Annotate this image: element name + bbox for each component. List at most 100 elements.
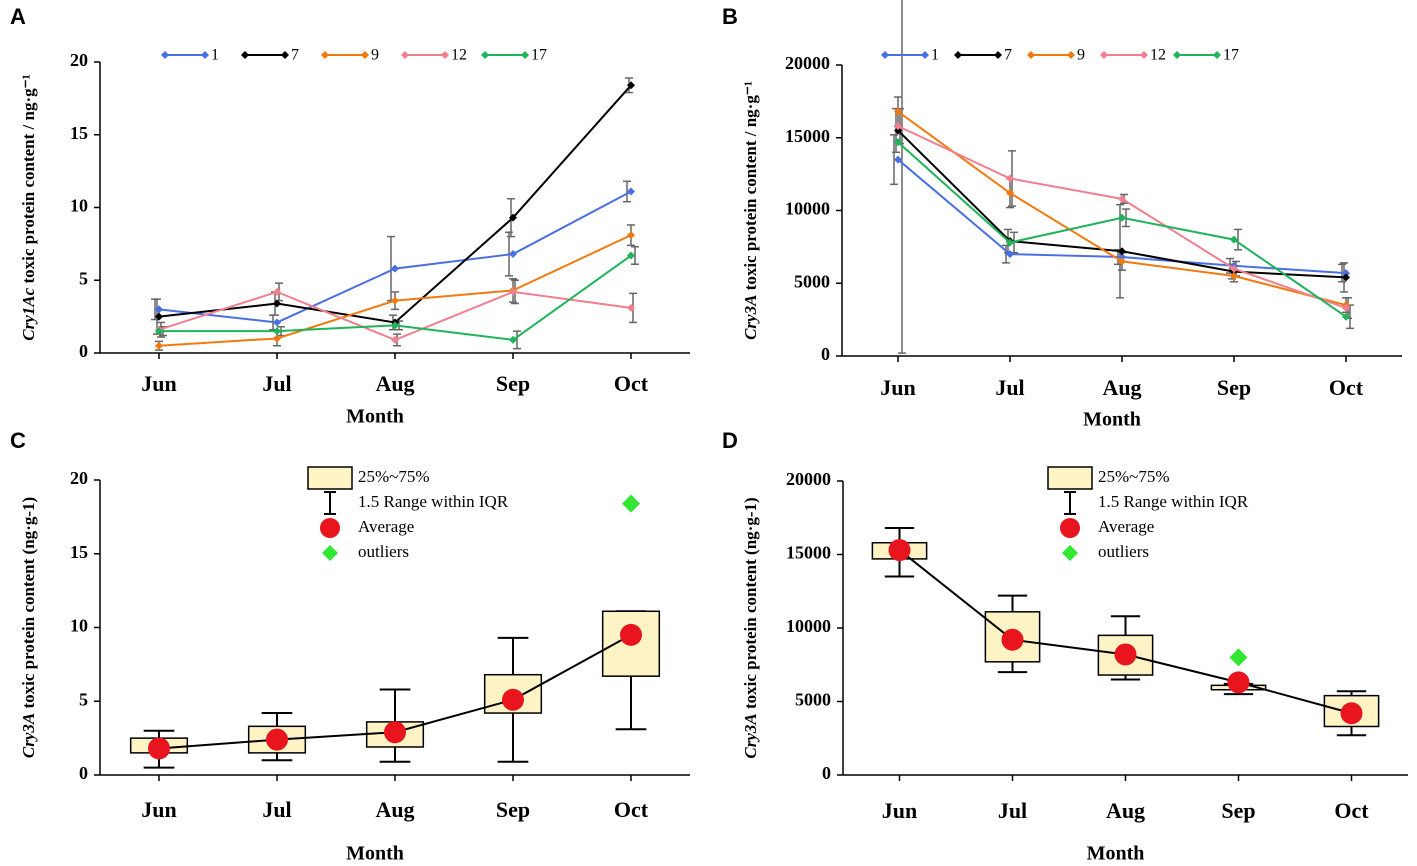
legend-marker — [161, 51, 169, 59]
y-tick-label: 10 — [70, 196, 88, 216]
y-tick-label: 5 — [79, 689, 88, 709]
point — [1342, 303, 1350, 312]
legend-label: 12 — [1150, 47, 1166, 64]
legend-marker — [921, 51, 929, 59]
y-tick-label: 0 — [79, 763, 88, 783]
x-tick-label: Oct — [614, 371, 649, 396]
x-tick-label: Oct — [1329, 375, 1364, 400]
point — [1230, 271, 1238, 280]
point — [1118, 194, 1126, 203]
y-tick-label: 5000 — [794, 271, 830, 291]
point — [1118, 213, 1126, 222]
point — [155, 312, 163, 321]
y-tick-label: 20 — [70, 50, 88, 70]
y-tick-label: 0 — [822, 763, 831, 783]
panel-label: B — [722, 4, 738, 29]
legend-mean — [320, 518, 340, 538]
legend-label: 1 — [211, 47, 219, 64]
point — [155, 305, 163, 314]
x-tick-label: Jul — [998, 798, 1027, 823]
y-tick-label: 0 — [79, 341, 88, 361]
point — [1006, 250, 1014, 259]
outlier — [622, 494, 640, 513]
point — [155, 327, 163, 336]
legend-marker — [401, 51, 409, 59]
point — [627, 187, 635, 196]
legend-label: outliers — [358, 542, 409, 561]
legend-outlier — [322, 545, 338, 561]
legend-label: 1 — [931, 47, 939, 64]
point — [273, 318, 281, 327]
legend-box — [1047, 466, 1093, 490]
point — [1006, 174, 1014, 183]
point — [391, 264, 399, 273]
y-tick-label: 20 — [70, 468, 88, 488]
x-tick-label: Sep — [496, 371, 530, 396]
point — [509, 213, 517, 222]
point — [894, 122, 902, 131]
point — [1118, 257, 1126, 266]
point — [273, 299, 281, 308]
legend-outlier — [1062, 545, 1078, 561]
legend-label: 9 — [1077, 47, 1085, 64]
legend-label: 17 — [1223, 47, 1239, 64]
x-axis-label: Month — [1083, 409, 1141, 431]
legend-marker — [1027, 51, 1035, 59]
mean-point — [888, 539, 911, 562]
y-tick-label: 20000 — [785, 53, 830, 73]
mean-point — [1001, 628, 1024, 651]
panel-label: D — [722, 428, 738, 453]
mean-point — [1227, 671, 1250, 694]
legend-label: Average — [358, 517, 414, 536]
x-tick-label: Sep — [1221, 798, 1255, 823]
y-axis-label: Cry3A toxic protein content (ng·g-1) — [19, 497, 38, 758]
legend-box — [307, 466, 353, 490]
legend-label: 9 — [371, 47, 379, 64]
point — [509, 250, 517, 259]
y-tick-label: 5 — [79, 268, 88, 288]
x-tick-label: Aug — [375, 797, 414, 822]
series-line — [897, 141, 1347, 318]
panel-label: A — [10, 4, 26, 29]
y-axis-label: Cry3A toxic protein content (ng·g-1) — [741, 497, 760, 758]
legend-marker — [241, 51, 249, 59]
point — [894, 126, 902, 135]
point — [391, 321, 399, 330]
point — [1006, 238, 1014, 247]
point — [894, 107, 902, 116]
legend-marker — [521, 51, 529, 59]
legend-label: outliers — [1098, 542, 1149, 561]
x-axis-label: Month — [346, 406, 404, 428]
panel-label: C — [10, 428, 26, 453]
point — [1006, 189, 1014, 198]
x-tick-label: Jun — [141, 797, 176, 822]
legend-label: 12 — [451, 47, 467, 64]
legend-marker — [1173, 51, 1181, 59]
x-tick-label: Oct — [1334, 798, 1369, 823]
x-tick-label: Aug — [1106, 798, 1145, 823]
x-tick-label: Jun — [141, 371, 176, 396]
legend-marker — [994, 51, 1002, 59]
x-tick-label: Jul — [262, 371, 291, 396]
x-tick-label: Jul — [262, 797, 291, 822]
x-tick-label: Jul — [995, 375, 1024, 400]
mean-point — [620, 623, 642, 646]
legend-label: 1.5 Range within IQR — [358, 492, 509, 511]
x-tick-label: Jun — [880, 375, 915, 400]
y-tick-label: 15000 — [786, 543, 831, 563]
mean-point — [502, 688, 524, 711]
point — [273, 334, 281, 343]
legend-label: 1.5 Range within IQR — [1098, 492, 1249, 511]
legend-marker — [1067, 51, 1075, 59]
legend-marker — [321, 51, 329, 59]
point — [627, 231, 635, 240]
x-tick-label: Oct — [614, 797, 649, 822]
point — [391, 296, 399, 305]
legend-label: 7 — [291, 47, 299, 64]
legend-marker — [481, 51, 489, 59]
y-tick-label: 20000 — [786, 469, 831, 489]
point — [1230, 235, 1238, 244]
x-tick-label: Sep — [1217, 375, 1251, 400]
mean-point — [266, 728, 288, 751]
point — [1118, 247, 1126, 256]
